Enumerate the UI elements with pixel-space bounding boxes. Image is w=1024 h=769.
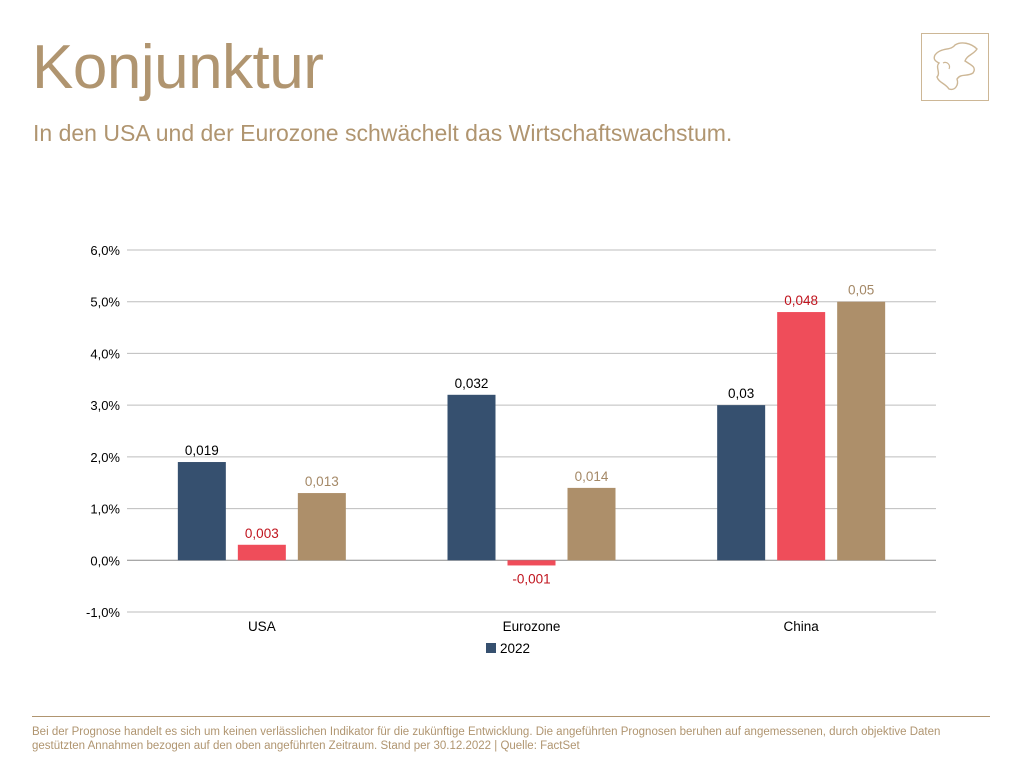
- footer-disclaimer: Bei der Prognose handelt es sich um kein…: [32, 726, 941, 752]
- bar: [777, 312, 826, 561]
- data-label: 0,048: [784, 293, 818, 308]
- data-label: 0,03: [728, 386, 754, 401]
- data-labels: 0,019 0,003 0,013 0,032 -0,001 0,014 0,03 0,048…: [185, 283, 874, 587]
- legend-swatch: [486, 643, 496, 653]
- legend-label: 2022: [500, 641, 530, 656]
- y-tick-label: 0,0%: [90, 553, 120, 568]
- page-title: Konjunktur: [32, 33, 324, 102]
- bar: [237, 544, 286, 561]
- data-label: 0,05: [848, 283, 874, 298]
- data-label: 0,019: [185, 443, 219, 458]
- y-axis-ticks: 6,0% 5,0% 4,0% 3,0% 2,0% 1,0% 0,0% -1,0%: [86, 243, 120, 620]
- x-tick-label: Eurozone: [503, 619, 561, 634]
- bar: [567, 487, 616, 561]
- y-tick-label: 6,0%: [90, 243, 120, 258]
- x-tick-label: USA: [248, 619, 276, 634]
- bars: [177, 301, 886, 566]
- footer-divider: [32, 716, 990, 717]
- y-tick-label: 3,0%: [90, 398, 120, 413]
- bar: [447, 394, 496, 561]
- y-tick-label: 5,0%: [90, 295, 120, 310]
- data-label: 0,014: [575, 469, 609, 484]
- y-tick-label: -1,0%: [86, 605, 120, 620]
- map-outline-icon: [921, 33, 989, 101]
- page-subtitle: In den USA und der Eurozone schwächelt d…: [33, 120, 733, 146]
- bar: [177, 462, 226, 561]
- bar: [717, 405, 766, 561]
- bar: [837, 301, 886, 561]
- data-label: 0,003: [245, 526, 279, 541]
- bar-chart: 6,0%5,0%4,0%3,0%2,0%1,0%0,0%-1,0% 0,0190…: [86, 243, 936, 656]
- bar: [297, 493, 346, 561]
- y-tick-label: 1,0%: [90, 502, 120, 517]
- x-tick-label: China: [784, 619, 820, 634]
- y-tick-label: 2,0%: [90, 450, 120, 465]
- bar: [507, 560, 556, 566]
- x-axis-ticks: USA Eurozone China: [248, 619, 819, 634]
- data-label: -0,001: [512, 571, 550, 586]
- data-label: 0,013: [305, 474, 339, 489]
- y-tick-label: 4,0%: [90, 346, 120, 361]
- data-label: 0,032: [455, 376, 489, 391]
- legend: 2022: [486, 641, 530, 656]
